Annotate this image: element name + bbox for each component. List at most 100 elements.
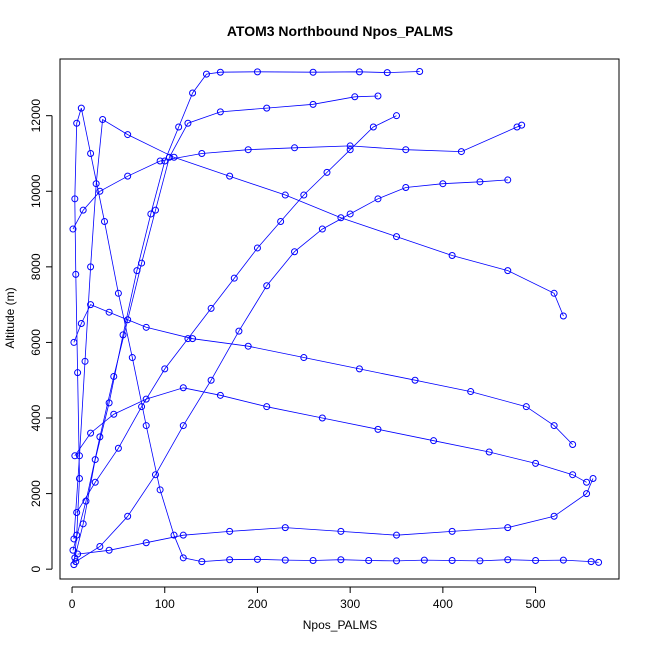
series-line-3 xyxy=(72,95,379,551)
data-point xyxy=(281,191,289,199)
data-point xyxy=(355,68,363,76)
data-point xyxy=(263,403,271,411)
y-tick-label: 4000 xyxy=(29,404,43,431)
data-point xyxy=(91,478,99,486)
data-point xyxy=(124,172,132,180)
data-point xyxy=(75,452,83,460)
data-point xyxy=(71,452,79,460)
data-point xyxy=(559,556,567,564)
data-point xyxy=(402,146,410,154)
x-axis: 0 100 200 300 400 500 xyxy=(69,586,546,611)
data-point xyxy=(383,69,391,77)
data-point xyxy=(583,490,591,498)
data-point xyxy=(448,556,456,564)
data-point xyxy=(346,146,354,154)
data-point xyxy=(69,546,77,554)
data-point xyxy=(522,403,530,411)
data-point xyxy=(156,486,164,494)
data-point xyxy=(550,512,558,520)
series-line-6 xyxy=(76,115,397,513)
x-tick-label: 200 xyxy=(247,597,267,611)
x-tick-label: 300 xyxy=(340,597,360,611)
data-point xyxy=(175,123,183,131)
data-point xyxy=(291,144,299,152)
data-point xyxy=(138,259,146,267)
y-axis-label: Altitude (m) xyxy=(3,287,17,348)
x-axis-label: Npos_PALMS xyxy=(303,618,377,632)
data-point xyxy=(216,108,224,116)
series-line-10 xyxy=(77,478,594,555)
data-point xyxy=(87,149,95,157)
data-point xyxy=(518,121,526,129)
y-tick-label: 0 xyxy=(29,566,43,573)
x-tick-label: 0 xyxy=(69,597,76,611)
data-point xyxy=(207,376,215,384)
y-tick-label: 6000 xyxy=(29,329,43,356)
data-point xyxy=(369,123,377,131)
data-point xyxy=(114,444,122,452)
data-point xyxy=(309,556,317,564)
data-point xyxy=(374,425,382,433)
data-point xyxy=(263,104,271,112)
series-line-8 xyxy=(74,387,587,483)
data-point xyxy=(69,225,77,233)
data-point xyxy=(393,557,401,565)
data-point xyxy=(75,474,83,482)
data-point xyxy=(351,93,359,101)
data-point xyxy=(216,68,224,76)
data-point xyxy=(73,508,81,516)
data-point xyxy=(179,384,187,392)
data-point xyxy=(151,471,159,479)
data-point xyxy=(170,531,178,539)
data-point xyxy=(147,210,155,218)
data-point xyxy=(281,556,289,564)
series-line-4 xyxy=(73,118,564,539)
data-point xyxy=(110,372,118,380)
data-point xyxy=(550,422,558,430)
data-point xyxy=(263,282,271,290)
data-point xyxy=(96,543,104,550)
data-point xyxy=(448,527,456,535)
data-point xyxy=(156,157,164,165)
data-point xyxy=(138,403,146,411)
data-point xyxy=(189,89,197,97)
data-point xyxy=(74,550,82,558)
data-point xyxy=(202,70,210,78)
data-point xyxy=(226,556,234,564)
data-point xyxy=(96,187,104,195)
data-point xyxy=(105,546,113,554)
data-point xyxy=(124,316,132,324)
data-point xyxy=(430,437,438,445)
data-point xyxy=(70,338,78,346)
data-point xyxy=(589,474,597,482)
data-point xyxy=(105,399,113,407)
data-point xyxy=(281,524,289,532)
data-point xyxy=(587,558,595,566)
x-tick-label: 400 xyxy=(433,597,453,611)
y-axis: 0 2000 4000 6000 8000 10000 12000 xyxy=(29,99,53,573)
data-point xyxy=(448,252,456,260)
data-point xyxy=(532,556,540,564)
plot-area xyxy=(69,67,603,569)
data-point xyxy=(91,456,99,464)
chart-title: ATOM3 Northbound Npos_PALMS xyxy=(227,23,453,39)
series-group xyxy=(69,67,603,569)
data-point xyxy=(355,365,363,373)
data-point xyxy=(170,153,178,161)
data-point xyxy=(374,195,382,203)
data-point xyxy=(253,68,261,76)
data-point xyxy=(374,92,382,100)
y-tick-label: 8000 xyxy=(29,253,43,280)
series-line-5 xyxy=(75,179,508,562)
data-point xyxy=(244,342,252,350)
data-point xyxy=(114,289,122,297)
data-point xyxy=(142,539,150,547)
y-tick-label: 10000 xyxy=(29,174,43,208)
data-point xyxy=(504,524,512,532)
y-tick-label: 2000 xyxy=(29,480,43,507)
series-line-9 xyxy=(72,124,522,230)
data-point xyxy=(346,210,354,218)
data-point xyxy=(318,225,326,233)
data-point xyxy=(142,395,150,403)
